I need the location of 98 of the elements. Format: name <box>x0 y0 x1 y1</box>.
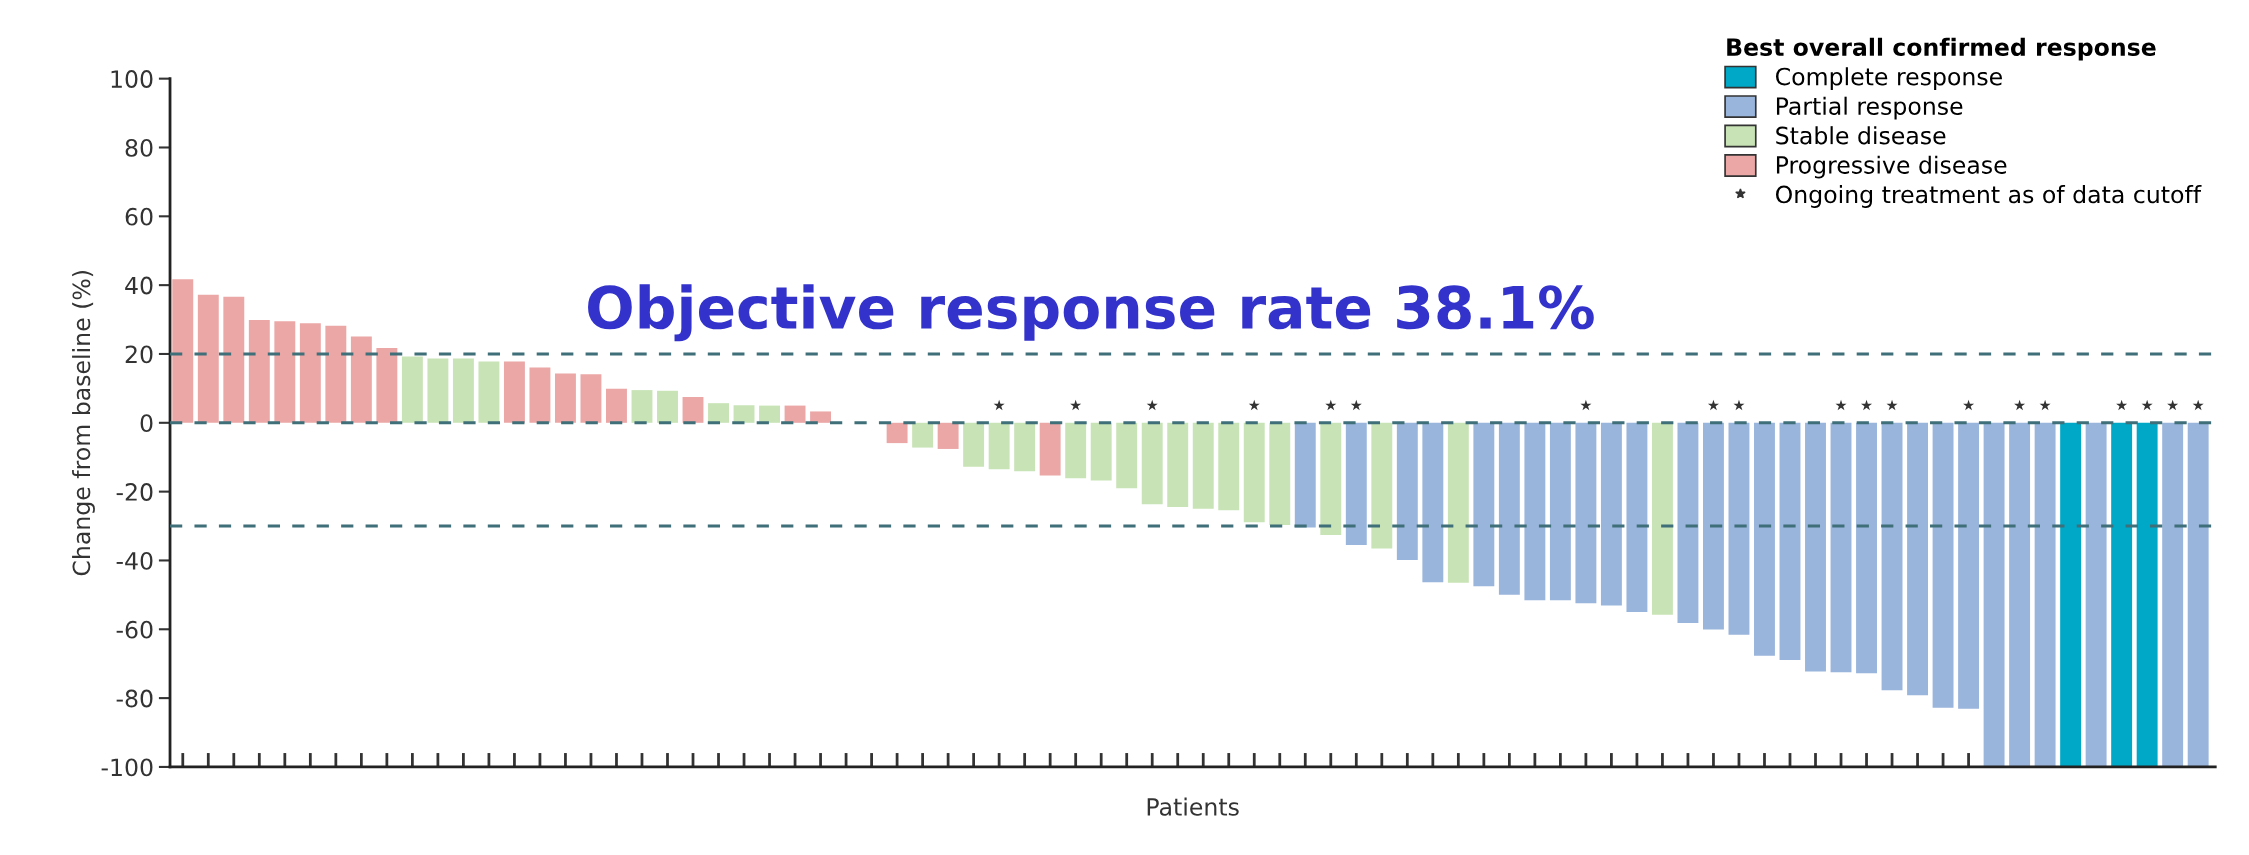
bar <box>1983 422 2005 767</box>
bar <box>733 405 755 423</box>
legend-title: Best overall confirmed response <box>1727 37 2156 61</box>
bar <box>1958 422 1980 709</box>
bar <box>197 294 219 423</box>
bar <box>1090 422 1112 481</box>
bar <box>988 422 1010 470</box>
y-tick-label: -60 <box>116 620 153 639</box>
bar <box>2034 422 2056 767</box>
bar <box>2009 422 2031 767</box>
bar <box>2060 422 2082 767</box>
bar <box>1218 422 1240 511</box>
legend-label: Partial response <box>1776 96 1963 120</box>
bar <box>248 319 270 423</box>
bar <box>325 325 347 423</box>
bar <box>1371 422 1393 549</box>
bar <box>810 411 832 423</box>
bar <box>1116 422 1138 489</box>
bar <box>606 388 627 423</box>
bar <box>427 358 449 423</box>
y-tick-label: 80 <box>125 138 153 157</box>
bar <box>529 367 551 423</box>
bar <box>1320 422 1342 535</box>
bar <box>1549 422 1571 601</box>
bar <box>554 373 576 423</box>
bar <box>299 323 321 423</box>
bar <box>2187 422 2209 767</box>
bar <box>784 405 806 423</box>
bar <box>2111 422 2133 767</box>
bar <box>1396 422 1418 561</box>
bar <box>1192 422 1214 509</box>
bar <box>1907 422 1929 696</box>
bar <box>1830 422 1852 673</box>
bar <box>478 361 500 423</box>
bar <box>1779 422 1801 660</box>
bar <box>1881 422 1903 691</box>
legend-label: Progressive disease <box>1776 155 2007 179</box>
bar <box>1805 422 1826 672</box>
bar <box>1575 422 1597 604</box>
bar <box>376 348 398 423</box>
y-axis-title: Change from baseline (%) <box>72 271 95 576</box>
bar <box>1728 422 1750 635</box>
bar <box>682 396 704 423</box>
y-tick-label: -100 <box>101 758 153 777</box>
y-tick-label: 0 <box>140 414 153 433</box>
bar <box>631 390 653 423</box>
legend-label: Complete response <box>1775 67 2002 91</box>
bar <box>1014 422 1036 472</box>
bar <box>452 358 474 423</box>
bar <box>401 356 423 423</box>
bar <box>1651 422 1673 615</box>
y-tick-label: 100 <box>111 70 153 88</box>
bar <box>1243 422 1265 523</box>
bar <box>1447 422 1469 583</box>
bar <box>2136 422 2158 767</box>
bar <box>1524 422 1546 601</box>
y-tick-label: 60 <box>125 207 153 226</box>
bar <box>1626 422 1648 613</box>
bar <box>1294 422 1316 528</box>
bar <box>2162 422 2184 767</box>
bar <box>1703 422 1724 630</box>
y-tick-label: 40 <box>125 276 153 295</box>
bar <box>1167 422 1189 508</box>
annotation: Objective response rate 38.1% <box>588 284 1594 342</box>
bar <box>223 296 245 423</box>
bar <box>1269 422 1291 526</box>
x-axis-title: Patients <box>1147 797 1239 816</box>
bar <box>1754 422 1775 656</box>
bar <box>708 403 729 423</box>
legend-label: Ongoing treatment as of data cutoff <box>1775 185 2202 208</box>
bar <box>1677 422 1699 624</box>
bar <box>912 422 934 448</box>
bar <box>1065 422 1087 479</box>
bar <box>1345 422 1367 545</box>
y-tick-label: -20 <box>116 483 153 501</box>
bar <box>1600 422 1622 606</box>
bar <box>1141 422 1163 505</box>
bar <box>1039 422 1061 476</box>
legend-label: Stable disease <box>1776 126 1946 145</box>
bar <box>1856 422 1877 674</box>
bar <box>657 390 678 423</box>
y-tick-label: -40 <box>116 551 153 570</box>
bar <box>580 374 602 423</box>
bar <box>963 422 985 467</box>
bar <box>937 422 959 449</box>
bar <box>503 361 525 423</box>
bar <box>1473 422 1495 587</box>
bar <box>759 405 780 423</box>
y-tick-label: 20 <box>125 345 153 364</box>
bar <box>2085 422 2107 767</box>
bar <box>1932 422 1954 708</box>
bar <box>172 279 194 423</box>
bar <box>1498 422 1520 595</box>
y-tick-label: -80 <box>116 689 153 708</box>
bar <box>274 321 296 423</box>
bar <box>1422 422 1444 583</box>
bar <box>886 422 908 444</box>
bar <box>350 336 372 423</box>
